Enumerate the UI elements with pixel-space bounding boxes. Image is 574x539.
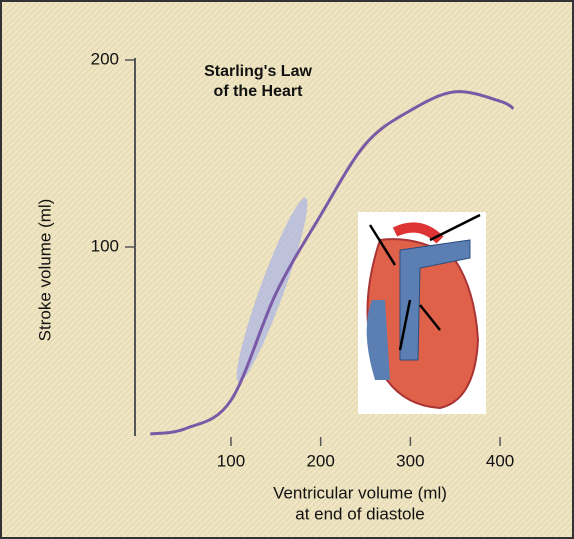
chart-title: of the Heart xyxy=(214,83,304,100)
x-tick-label: 300 xyxy=(396,451,424,470)
range-band xyxy=(236,197,308,383)
curve xyxy=(150,90,515,436)
y-tick-label: 200 xyxy=(91,49,119,68)
y-tick-label: 100 xyxy=(91,236,119,255)
heart-illustration xyxy=(358,212,486,414)
x-axis-label: Ventricular volume (ml) xyxy=(273,483,447,502)
x-tick-label: 200 xyxy=(306,451,334,470)
x-tick-label: 100 xyxy=(217,451,245,470)
chart-title: Starling's Law xyxy=(204,63,312,80)
y-axis-label: Stroke volume (ml) xyxy=(35,199,54,342)
x-tick-label: 400 xyxy=(486,451,514,470)
x-axis-label: at end of diastole xyxy=(295,504,424,523)
